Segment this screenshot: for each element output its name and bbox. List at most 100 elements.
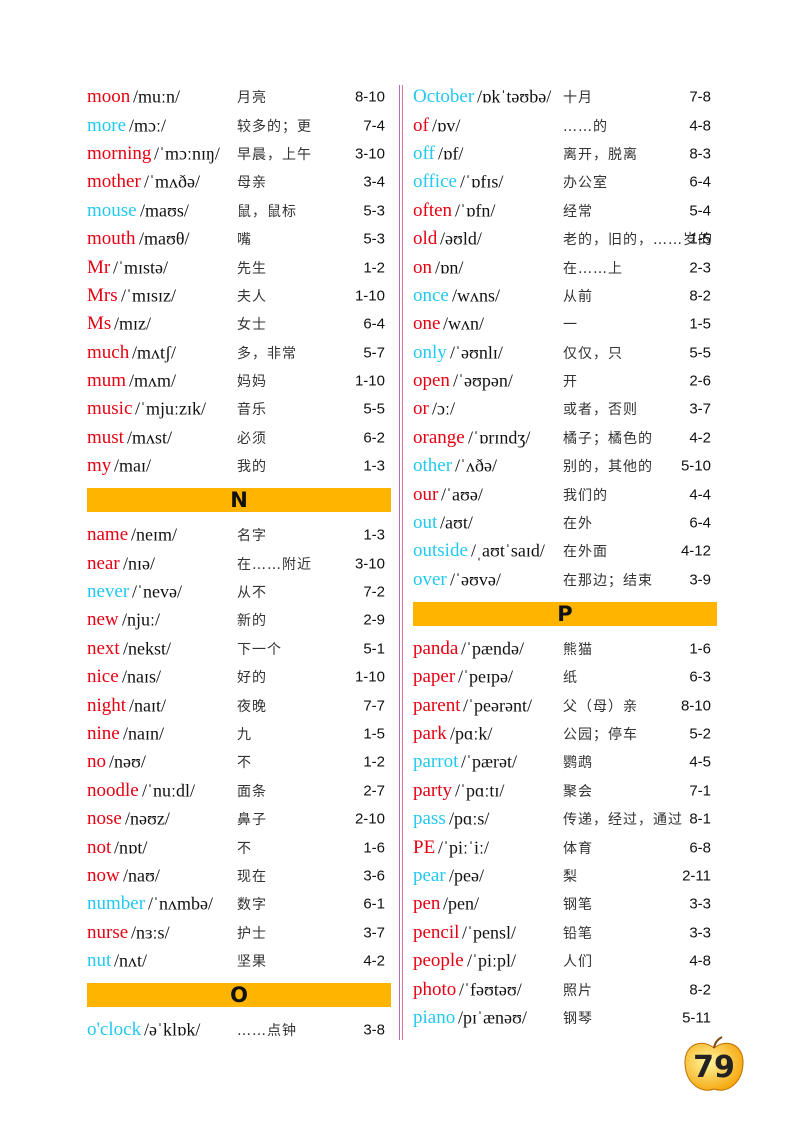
phonetic: /wʌn/ — [443, 313, 485, 334]
phonetic: /mʌm/ — [129, 370, 177, 391]
meaning: 先生 — [237, 260, 267, 277]
entry: next 下一个 5-1/nekst/ — [87, 635, 391, 663]
meaning: 鹦鹉 — [563, 755, 593, 772]
entry: never 从不 7-2/ˈnevə/ — [87, 578, 391, 606]
entry: or 或者，否则 3-7/ɔː/ — [413, 395, 717, 423]
unit-ref: 4-2 — [363, 952, 385, 970]
entry: Mr 先生 1-2/ˈmɪstə/ — [87, 253, 391, 281]
phonetic: /maʊθ/ — [139, 228, 190, 249]
meaning: 在……上 — [563, 260, 623, 277]
unit-ref: 1-2 — [363, 753, 385, 771]
unit-ref: 2-9 — [363, 611, 385, 629]
phonetic: /ˈəʊvə/ — [450, 569, 501, 590]
word: office — [413, 171, 457, 193]
phonetic: /nəʊ/ — [109, 751, 146, 772]
unit-ref: 4-4 — [689, 486, 711, 504]
entry: our 我们的 4-4/ˈaʊə/ — [413, 480, 717, 508]
entry: PE 体育 6-8/ˈpiːˈiː/ — [413, 833, 717, 861]
entry: nine 九 1-5/naɪn/ — [87, 720, 391, 748]
entry: orange 橘子；橘色的 4-2/ˈɒrɪndʒ/ — [413, 424, 717, 452]
meaning: 公园；停车 — [563, 726, 638, 743]
word: our — [413, 483, 439, 505]
word: photo — [413, 978, 457, 1000]
unit-ref: 4-12 — [680, 542, 711, 560]
word: orange — [413, 426, 465, 448]
unit-ref: 8-2 — [689, 287, 711, 305]
unit-ref: 3-3 — [689, 924, 711, 942]
meaning: 在那边；结束 — [563, 572, 653, 589]
word: Ms — [87, 313, 112, 335]
entry: other 别的，其他的 5-10/ˈʌðə/ — [413, 452, 717, 480]
word: pear — [413, 864, 446, 886]
word: now — [87, 864, 120, 886]
meaning: 橘子；橘色的 — [563, 430, 653, 447]
unit-ref: 8-2 — [689, 981, 711, 998]
phonetic: /pen/ — [443, 893, 479, 914]
word: parrot — [413, 751, 459, 773]
meaning: ……的 — [563, 118, 608, 135]
unit-ref: 3-3 — [689, 895, 711, 913]
phonetic: /wʌns/ — [452, 285, 501, 306]
entry: Mrs 夫人 1-10/ˈmɪsɪz/ — [87, 282, 391, 310]
word: old — [413, 228, 438, 250]
word: parent — [413, 694, 461, 716]
word: mouse — [87, 199, 137, 221]
meaning: 数字 — [237, 897, 267, 914]
word: morning — [87, 142, 152, 164]
phonetic: /əˈklɒk/ — [144, 1019, 201, 1040]
meaning: 纸 — [563, 670, 578, 687]
entry: mum 妈妈 1-10/mʌm/ — [87, 367, 391, 395]
phonetic: /ˈɒfn/ — [455, 200, 496, 221]
entry: new 新的 2-9/njuː/ — [87, 606, 391, 634]
phonetic: /mɪz/ — [114, 313, 151, 334]
entry: often 经常 5-4/ˈɒfn/ — [413, 197, 717, 225]
phonetic: /ˈpensl/ — [462, 922, 516, 943]
meaning: 月亮 — [237, 90, 267, 107]
entry: nut 坚果 4-2/nʌt/ — [87, 947, 391, 975]
meaning: 鼠，鼠标 — [237, 203, 297, 220]
word: PE — [413, 836, 436, 858]
word: nose — [87, 808, 122, 830]
meaning: 我的 — [237, 459, 267, 476]
unit-ref: 6-3 — [689, 668, 711, 686]
unit-ref: 7-4 — [363, 117, 385, 135]
phonetic: /pɑːk/ — [450, 723, 493, 744]
word: night — [87, 694, 127, 716]
unit-ref: 2-10 — [354, 810, 385, 828]
entry: o'clock ……点钟 3-8/əˈklɒk/ — [87, 1016, 391, 1044]
word: park — [413, 722, 447, 744]
unit-ref: 1-10 — [354, 287, 385, 305]
phonetic: /nəʊz/ — [125, 808, 170, 829]
unit-ref: 6-4 — [689, 514, 711, 532]
unit-ref: 5-3 — [363, 202, 385, 220]
phonetic: /maʊs/ — [140, 200, 189, 221]
meaning: 不 — [237, 840, 252, 857]
meaning: 鼻子 — [237, 812, 267, 829]
phonetic: /ˈnuːdl/ — [142, 780, 195, 801]
entry: morning 早晨，上午 3-10/ˈmɔːnɪŋ/ — [87, 140, 391, 168]
entry: pass 传递，经过，通过 8-1/pɑːs/ — [413, 805, 717, 833]
meaning: 嘴 — [237, 232, 252, 249]
page-number: 79 — [693, 1050, 735, 1085]
meaning: 从前 — [563, 288, 593, 305]
word: panda — [413, 637, 459, 659]
entry: paper 纸 6-3/ˈpeɪpə/ — [413, 663, 717, 691]
unit-ref: 1-3 — [363, 457, 385, 475]
phonetic: /ˈpɑːtɪ/ — [455, 780, 505, 801]
unit-ref: 1-6 — [363, 839, 385, 857]
entry: Ms 女士 6-4/mɪz/ — [87, 310, 391, 338]
meaning: 必须 — [237, 430, 267, 447]
word: nice — [87, 666, 119, 688]
unit-ref: 1-5 — [689, 315, 711, 333]
phonetic: /ˈmɪsɪz/ — [121, 285, 176, 306]
word: much — [87, 341, 130, 363]
entry: near 在……附近 3-10/nɪə/ — [87, 549, 391, 577]
meaning: 母亲 — [237, 175, 267, 192]
unit-ref: 1-5 — [363, 725, 385, 743]
meaning: 离开，脱离 — [563, 146, 638, 163]
word: over — [413, 568, 447, 590]
entry: one 一 1-5/wʌn/ — [413, 310, 717, 338]
phonetic: /pɑːs/ — [449, 808, 490, 829]
unit-ref: 2-11 — [682, 867, 711, 885]
